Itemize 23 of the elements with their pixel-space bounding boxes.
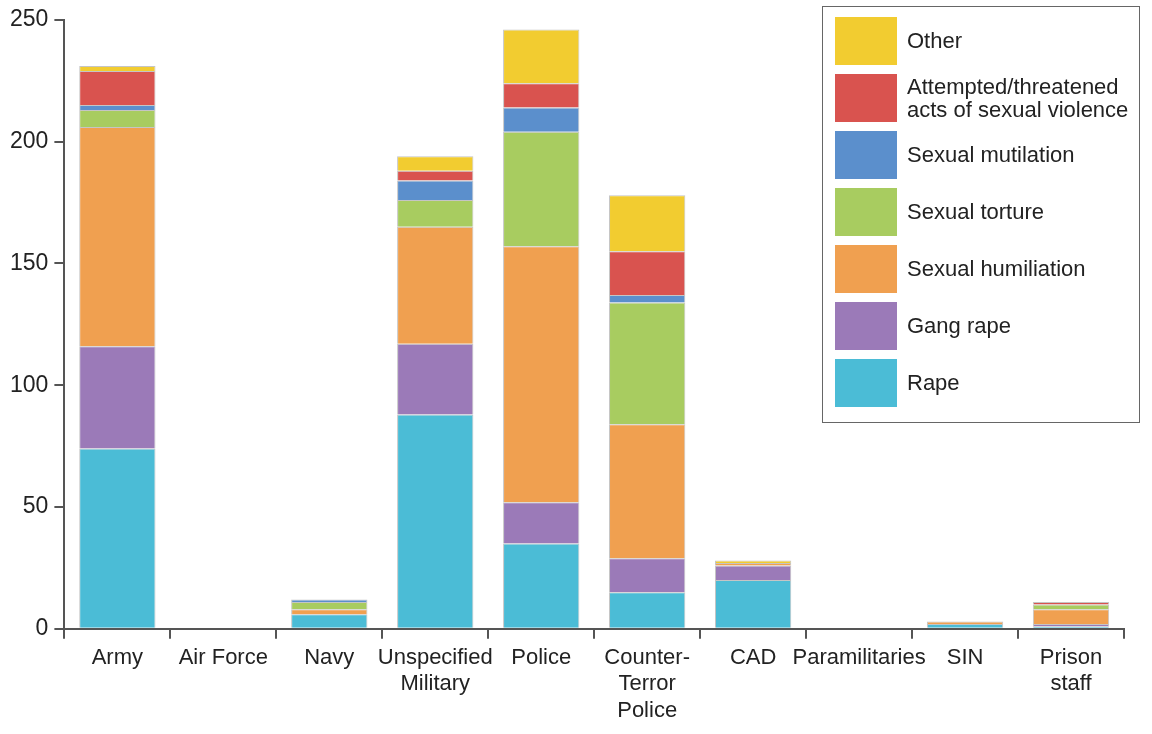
legend-label: Sexual humiliation (907, 256, 1086, 282)
legend-label: Other (907, 28, 963, 54)
x-tick-label: Prison staff (1039, 644, 1103, 696)
x-tick-label: CAD (729, 644, 777, 670)
x-tick-label: Navy (304, 644, 355, 670)
legend-label: Sexual mutilation (907, 142, 1075, 168)
y-tick-label: 250 (10, 5, 49, 32)
x-tick-label: Unspecified Military (377, 644, 493, 696)
y-tick-label: 150 (10, 248, 49, 275)
x-tick-label: Air Force (178, 644, 268, 670)
x-tick-label: Police (511, 644, 572, 670)
y-tick-label: 100 (10, 370, 49, 397)
x-tick-label: SIN (946, 644, 984, 670)
y-tick-label: 200 (10, 126, 49, 153)
legend-label: Gang rape (907, 313, 1011, 339)
x-tick-label: Paramilitaries (792, 644, 926, 670)
legend-label: Attempted/threatened acts of sexual violence (907, 73, 1130, 122)
y-tick-label: 0 (35, 614, 49, 641)
x-tick-label: Counter-Terror Police (604, 644, 690, 722)
legend-label: Sexual torture (907, 199, 1044, 225)
y-tick-label: 50 (22, 492, 49, 519)
legend-label: Rape (907, 370, 960, 396)
x-tick-label: Army (91, 644, 144, 670)
